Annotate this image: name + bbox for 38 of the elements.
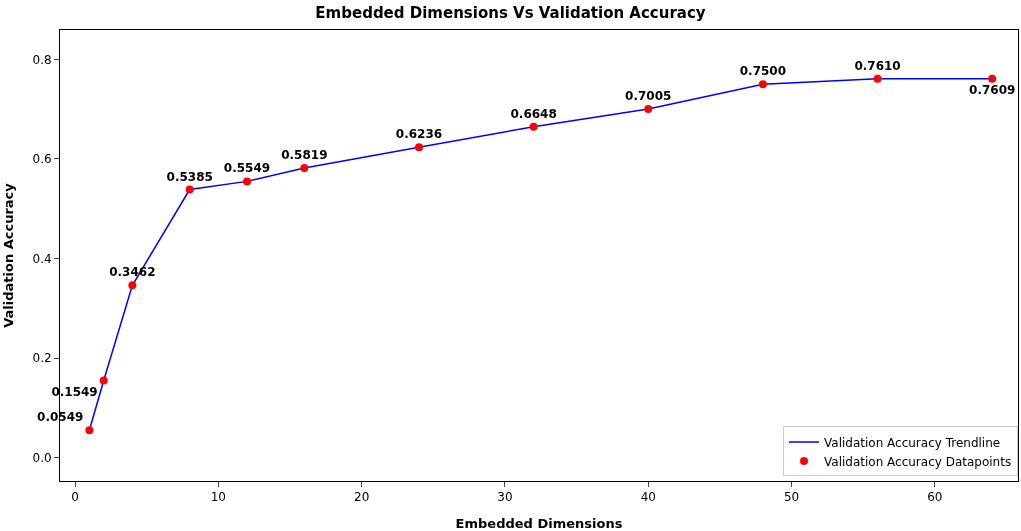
legend-label: Validation Accuracy Trendline [824,435,1001,450]
point [758,80,767,89]
x-tick-label: 10 [210,490,226,505]
point [300,163,309,172]
point [128,281,137,290]
y-tick-label: 0.6 [32,152,52,167]
y-axis-title: Validation Accuracy [1,182,17,328]
x-tick-label: 60 [927,490,943,505]
x-tick-label: 0 [71,490,79,505]
point [85,426,94,435]
data-label: 0.6648 [510,106,557,121]
data-label: 0.7500 [739,64,787,79]
x-tick-label: 50 [783,490,800,505]
y-tick-label: 0.2 [32,351,52,366]
data-label: 0.7610 [854,58,901,73]
legend-label: Validation Accuracy Datapoints [824,454,1012,469]
point [99,376,108,385]
data-label: 0.5819 [281,147,328,162]
point [243,177,252,186]
point [988,74,997,83]
data-label: 0.7005 [625,88,672,103]
point [873,74,882,83]
data-label: 0.5385 [166,169,213,184]
x-axis-title: Embedded Dimensions [455,516,623,531]
point [529,122,538,131]
data-label: 0.6236 [395,127,443,142]
x-tick-label: 20 [354,490,370,505]
y-tick-label: 0.4 [32,251,52,266]
chart-title: Embedded Dimensions Vs Validation Accuracy [315,4,706,23]
x-tick-label: 40 [640,490,656,505]
x-tick-label: 30 [497,490,513,505]
point [185,185,194,194]
y-tick-label: 0.0 [32,450,52,465]
data-label: 0.7609 [969,82,1016,97]
point [644,104,653,113]
y-tick-label: 0.8 [32,52,52,67]
point [414,143,423,152]
data-label: 0.5549 [223,161,271,176]
